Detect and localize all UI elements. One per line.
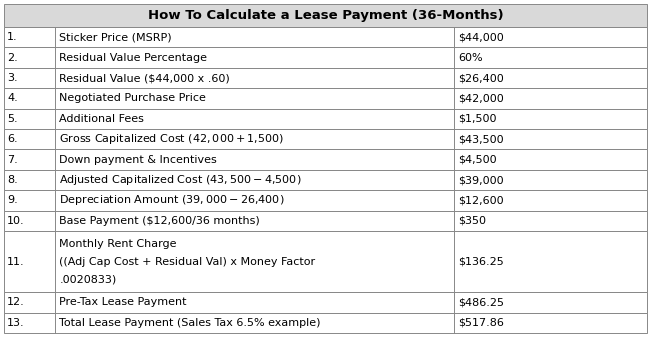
Bar xyxy=(4,129,647,149)
Text: $486.25: $486.25 xyxy=(458,297,504,307)
Text: 9.: 9. xyxy=(7,195,18,206)
Text: Monthly Rent Charge: Monthly Rent Charge xyxy=(59,239,177,249)
Text: Down payment & Incentives: Down payment & Incentives xyxy=(59,155,217,164)
Text: Residual Value ($44,000 x .60): Residual Value ($44,000 x .60) xyxy=(59,73,230,83)
Text: Adjusted Capitalized Cost ($43,500 - $4,500): Adjusted Capitalized Cost ($43,500 - $4,… xyxy=(59,173,302,187)
Text: How To Calculate a Lease Payment (36-Months): How To Calculate a Lease Payment (36-Mon… xyxy=(148,9,503,22)
Text: 13.: 13. xyxy=(7,318,25,328)
Text: Total Lease Payment (Sales Tax 6.5% example): Total Lease Payment (Sales Tax 6.5% exam… xyxy=(59,318,321,328)
Text: 1.: 1. xyxy=(7,32,18,42)
Bar xyxy=(4,4,647,27)
Bar xyxy=(4,313,647,333)
Bar xyxy=(4,170,647,190)
Text: Negotiated Purchase Price: Negotiated Purchase Price xyxy=(59,93,206,103)
Bar xyxy=(4,68,647,88)
Text: 10.: 10. xyxy=(7,216,25,226)
Text: $42,000: $42,000 xyxy=(458,93,504,103)
Text: $350: $350 xyxy=(458,216,486,226)
Bar xyxy=(4,231,647,292)
Bar xyxy=(4,211,647,231)
Text: Gross Capitalized Cost ($42,000 + $1,500): Gross Capitalized Cost ($42,000 + $1,500… xyxy=(59,132,284,146)
Text: Residual Value Percentage: Residual Value Percentage xyxy=(59,53,208,63)
Text: 8.: 8. xyxy=(7,175,18,185)
Text: 5.: 5. xyxy=(7,114,18,124)
Text: 11.: 11. xyxy=(7,256,25,267)
Bar xyxy=(4,292,647,313)
Text: $136.25: $136.25 xyxy=(458,256,504,267)
Bar xyxy=(4,48,647,68)
Text: 3.: 3. xyxy=(7,73,18,83)
Text: Pre-Tax Lease Payment: Pre-Tax Lease Payment xyxy=(59,297,187,307)
Text: $44,000: $44,000 xyxy=(458,32,504,42)
Text: $26,400: $26,400 xyxy=(458,73,504,83)
Text: ((Adj Cap Cost + Residual Val) x Money Factor: ((Adj Cap Cost + Residual Val) x Money F… xyxy=(59,256,316,267)
Text: Sticker Price (MSRP): Sticker Price (MSRP) xyxy=(59,32,172,42)
Text: 60%: 60% xyxy=(458,53,483,63)
Bar xyxy=(4,149,647,170)
Text: $43,500: $43,500 xyxy=(458,134,504,144)
Text: $517.86: $517.86 xyxy=(458,318,504,328)
Text: Depreciation Amount ($39,000 - $26,400): Depreciation Amount ($39,000 - $26,400) xyxy=(59,193,285,207)
Text: $39,000: $39,000 xyxy=(458,175,504,185)
Text: Base Payment ($12,600/36 months): Base Payment ($12,600/36 months) xyxy=(59,216,260,226)
Text: 7.: 7. xyxy=(7,155,18,164)
Text: 2.: 2. xyxy=(7,53,18,63)
Text: $4,500: $4,500 xyxy=(458,155,497,164)
Text: $1,500: $1,500 xyxy=(458,114,497,124)
Text: Additional Fees: Additional Fees xyxy=(59,114,145,124)
Bar xyxy=(4,190,647,211)
Bar xyxy=(4,27,647,48)
Bar xyxy=(4,88,647,109)
Text: 12.: 12. xyxy=(7,297,25,307)
Text: 6.: 6. xyxy=(7,134,18,144)
Text: 4.: 4. xyxy=(7,93,18,103)
Text: .0020833): .0020833) xyxy=(59,274,117,284)
Text: $12,600: $12,600 xyxy=(458,195,504,206)
Bar xyxy=(4,109,647,129)
